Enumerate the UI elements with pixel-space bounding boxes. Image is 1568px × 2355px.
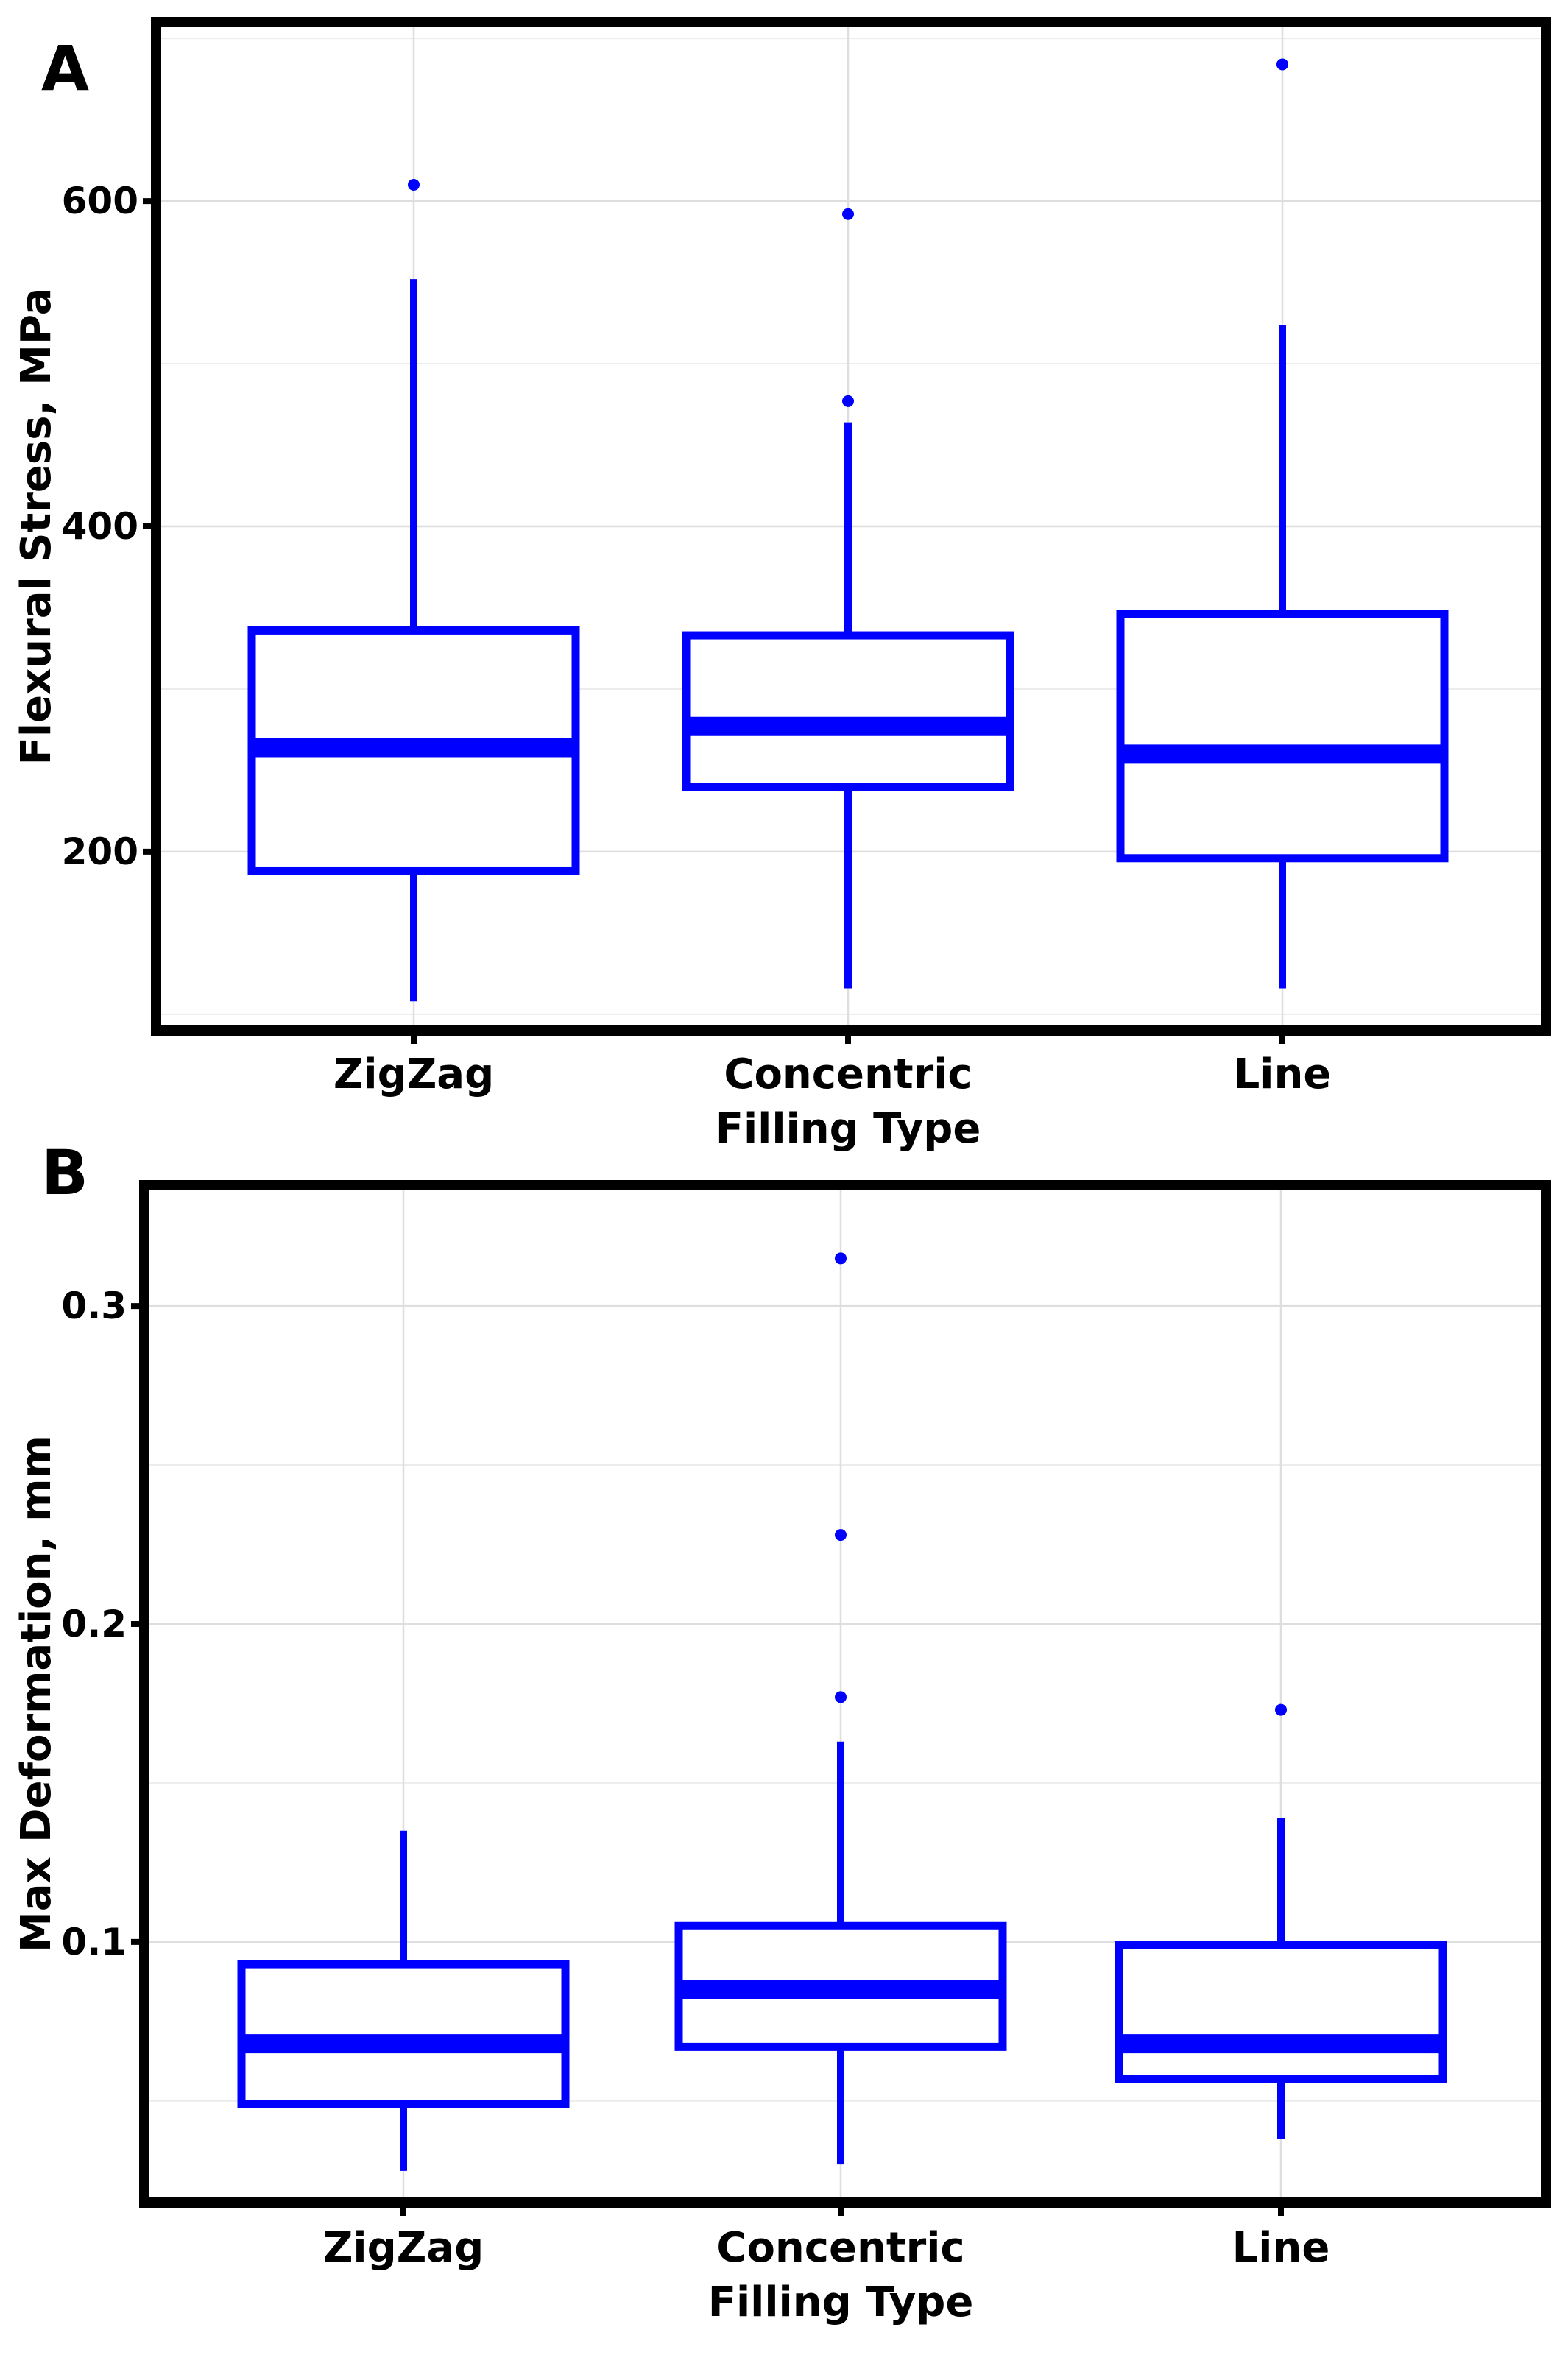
plot-frame — [139, 1180, 1551, 2208]
box-zigzag — [237, 1830, 570, 2171]
y-axis-title-b: Max Deformation, mm — [13, 1436, 60, 1952]
box-zigzag — [247, 178, 580, 1002]
x-tick-label-line: Line — [1234, 1051, 1332, 1098]
outlier-point — [835, 1252, 847, 1265]
box-line — [1115, 1703, 1447, 2139]
box-iqr — [1115, 1941, 1447, 2083]
panel-a: A 200 400 600 ZigZag Concentric Line Filling T… — [13, 17, 1551, 1153]
x-axis-title-a: Filling Type — [716, 1105, 981, 1153]
y-tick-label: 200 — [62, 830, 138, 873]
plot-area-a: 200 400 600 ZigZag Concentric Line Filling Typ… — [13, 17, 1551, 1153]
y-tick-label: 600 — [62, 180, 138, 222]
x-tick-label-concentric: Concentric — [716, 2224, 964, 2272]
outlier-point — [1276, 58, 1288, 71]
outlier-point — [1275, 1703, 1287, 1716]
y-tick-label: 400 — [62, 505, 138, 548]
outlier-point — [842, 395, 854, 407]
x-tick-label-zigzag: ZigZag — [333, 1051, 494, 1098]
panel-b: B 0.1 0.2 0.3 ZigZag Concentric Line Filling T… — [13, 1137, 1551, 2326]
box-iqr — [1116, 610, 1449, 863]
outlier-point — [842, 208, 854, 220]
outlier-point — [835, 1529, 847, 1542]
x-tick-label-line: Line — [1232, 2224, 1330, 2272]
y-tick-label: 0.3 — [61, 1285, 127, 1327]
y-tick-label: 0.2 — [61, 1603, 127, 1645]
box-line — [1116, 58, 1449, 989]
box-iqr — [682, 631, 1014, 791]
panel-letter-b: B — [41, 1137, 88, 1209]
x-axis-title-b: Filling Type — [708, 2278, 974, 2326]
x-tick-label-concentric: Concentric — [724, 1051, 972, 1098]
outlier-point — [408, 178, 420, 191]
plot-area-b: 0.1 0.2 0.3 ZigZag Concentric Line Filling Typ… — [13, 1180, 1551, 2326]
y-tick-label: 0.1 — [61, 1921, 127, 1963]
y-axis-title-a: Flexural Stress, MPa — [13, 288, 60, 766]
panel-letter-a: A — [41, 32, 89, 105]
x-tick-label-zigzag: ZigZag — [323, 2224, 484, 2272]
box-concentric — [674, 1252, 1007, 2165]
outlier-point — [835, 1691, 847, 1703]
box-concentric — [682, 208, 1014, 989]
